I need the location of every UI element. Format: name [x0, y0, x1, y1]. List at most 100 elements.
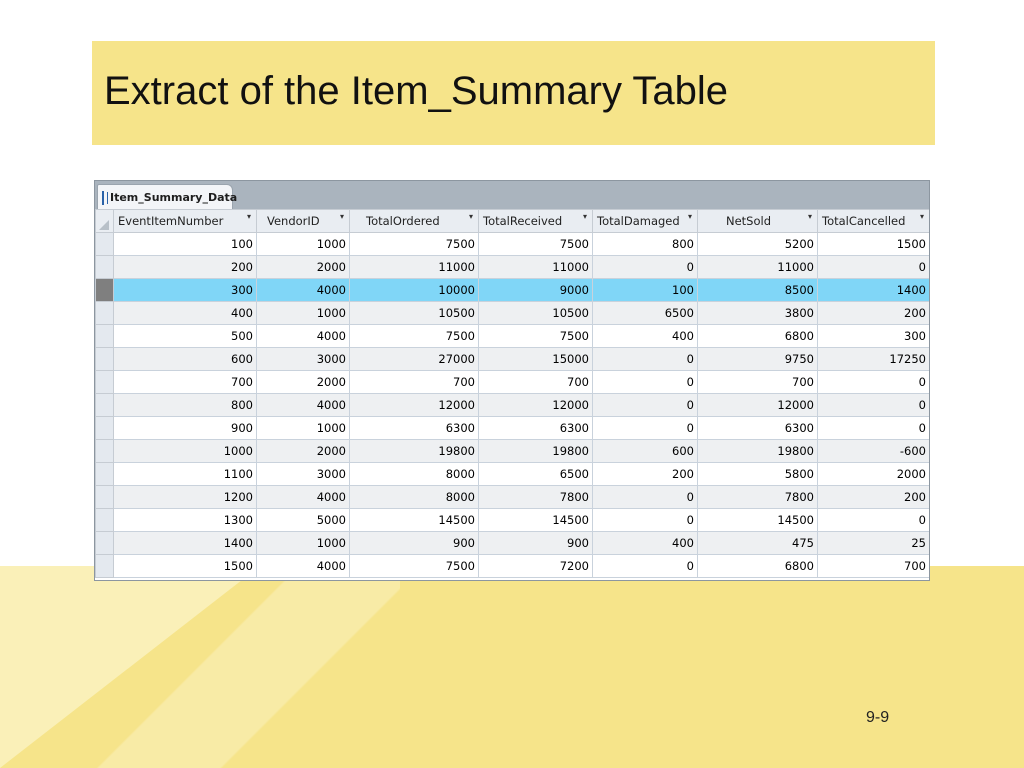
- table-cell[interactable]: 17250: [817, 347, 929, 371]
- table-cell[interactable]: 700: [478, 370, 593, 394]
- column-header-totalreceived[interactable]: TotalReceived ▾: [478, 209, 593, 233]
- table-cell[interactable]: 6500: [478, 462, 593, 486]
- table-cell[interactable]: 475: [697, 531, 818, 555]
- table-cell[interactable]: 6800: [697, 554, 818, 578]
- table-cell[interactable]: 9750: [697, 347, 818, 371]
- table-cell[interactable]: 700: [697, 370, 818, 394]
- table-cell[interactable]: 0: [592, 416, 698, 440]
- table-cell[interactable]: 1500: [113, 554, 257, 578]
- table-cell[interactable]: 6300: [349, 416, 479, 440]
- table-cell[interactable]: 900: [349, 531, 479, 555]
- table-row[interactable]: 100 1000 7500 7500 800 5200 1500: [95, 232, 929, 256]
- table-cell[interactable]: 1400: [113, 531, 257, 555]
- table-cell[interactable]: 6800: [697, 324, 818, 348]
- table-cell[interactable]: 10500: [349, 301, 479, 325]
- sort-filter-arrow-icon[interactable]: ▾: [582, 212, 587, 221]
- table-cell[interactable]: 5000: [256, 508, 350, 532]
- row-selector[interactable]: [95, 462, 114, 486]
- table-row[interactable]: 1400 1000 900 900 400 475 25: [95, 531, 929, 555]
- row-selector[interactable]: [95, 554, 114, 578]
- sort-filter-arrow-icon[interactable]: ▾: [807, 212, 812, 221]
- column-header-totalcancelled[interactable]: TotalCancelled ▾: [817, 209, 929, 233]
- column-header-eventitemnumber[interactable]: EventItemNumber ▾: [113, 209, 257, 233]
- table-cell[interactable]: 600: [113, 347, 257, 371]
- table-cell[interactable]: 200: [592, 462, 698, 486]
- table-cell[interactable]: 400: [113, 301, 257, 325]
- table-cell[interactable]: 7800: [478, 485, 593, 509]
- table-cell[interactable]: 0: [817, 416, 929, 440]
- table-cell[interactable]: 19800: [349, 439, 479, 463]
- table-cell[interactable]: 1100: [113, 462, 257, 486]
- table-cell[interactable]: 800: [592, 232, 698, 256]
- table-cell[interactable]: 11000: [478, 255, 593, 279]
- table-cell[interactable]: 4000: [256, 485, 350, 509]
- table-cell[interactable]: 15000: [478, 347, 593, 371]
- column-header-totaldamaged[interactable]: TotalDamaged ▾: [592, 209, 698, 233]
- table-cell[interactable]: 800: [113, 393, 257, 417]
- table-cell[interactable]: 2000: [256, 439, 350, 463]
- table-cell[interactable]: 8500: [697, 278, 818, 302]
- table-row[interactable]: 900 1000 6300 6300 0 6300 0: [95, 416, 929, 440]
- table-cell[interactable]: 4000: [256, 278, 350, 302]
- table-cell[interactable]: 4000: [256, 554, 350, 578]
- table-row[interactable]: 1500 4000 7500 7200 0 6800 700: [95, 554, 929, 578]
- row-selector[interactable]: [95, 255, 114, 279]
- table-cell[interactable]: 27000: [349, 347, 479, 371]
- table-row[interactable]: 1300 5000 14500 14500 0 14500 0: [95, 508, 929, 532]
- table-cell[interactable]: 200: [817, 301, 929, 325]
- table-cell[interactable]: 700: [113, 370, 257, 394]
- table-cell[interactable]: 400: [592, 531, 698, 555]
- row-selector[interactable]: [95, 370, 114, 394]
- table-cell[interactable]: 1000: [256, 531, 350, 555]
- table-cell[interactable]: 1400: [817, 278, 929, 302]
- table-cell[interactable]: 12000: [349, 393, 479, 417]
- table-cell[interactable]: -600: [817, 439, 929, 463]
- table-cell[interactable]: 3000: [256, 347, 350, 371]
- table-row[interactable]: 500 4000 7500 7500 400 6800 300: [95, 324, 929, 348]
- sort-filter-arrow-icon[interactable]: ▾: [339, 212, 344, 221]
- table-cell[interactable]: 0: [592, 554, 698, 578]
- table-cell[interactable]: 11000: [697, 255, 818, 279]
- table-cell[interactable]: 0: [592, 255, 698, 279]
- table-cell[interactable]: 1200: [113, 485, 257, 509]
- table-cell[interactable]: 0: [817, 393, 929, 417]
- table-cell[interactable]: 3800: [697, 301, 818, 325]
- table-cell[interactable]: 14500: [349, 508, 479, 532]
- table-cell[interactable]: 7500: [349, 232, 479, 256]
- table-cell[interactable]: 1000: [113, 439, 257, 463]
- table-cell[interactable]: 1000: [256, 232, 350, 256]
- table-cell[interactable]: 8000: [349, 462, 479, 486]
- table-cell[interactable]: 14500: [478, 508, 593, 532]
- table-row[interactable]: 700 2000 700 700 0 700 0: [95, 370, 929, 394]
- row-selector[interactable]: [95, 439, 114, 463]
- row-selector[interactable]: [95, 416, 114, 440]
- column-header-totalordered[interactable]: TotalOrdered ▾: [349, 209, 479, 233]
- table-row[interactable]: 200 2000 11000 11000 0 11000 0: [95, 255, 929, 279]
- table-cell[interactable]: 0: [592, 393, 698, 417]
- table-cell[interactable]: 0: [592, 370, 698, 394]
- table-cell[interactable]: 7500: [478, 324, 593, 348]
- table-cell[interactable]: 700: [817, 554, 929, 578]
- table-cell[interactable]: 7200: [478, 554, 593, 578]
- table-cell[interactable]: 2000: [256, 255, 350, 279]
- table-cell[interactable]: 6500: [592, 301, 698, 325]
- table-cell[interactable]: 12000: [697, 393, 818, 417]
- table-cell[interactable]: 0: [592, 485, 698, 509]
- table-cell[interactable]: 0: [592, 347, 698, 371]
- table-cell[interactable]: 1500: [817, 232, 929, 256]
- table-row[interactable]: 1200 4000 8000 7800 0 7800 200: [95, 485, 929, 509]
- table-cell[interactable]: 11000: [349, 255, 479, 279]
- row-selector[interactable]: [95, 485, 114, 509]
- table-cell[interactable]: 600: [592, 439, 698, 463]
- table-cell[interactable]: 7500: [349, 554, 479, 578]
- table-row[interactable]: 800 4000 12000 12000 0 12000 0: [95, 393, 929, 417]
- table-cell[interactable]: 4000: [256, 324, 350, 348]
- table-cell[interactable]: 400: [592, 324, 698, 348]
- table-cell[interactable]: 9000: [478, 278, 593, 302]
- table-row[interactable]: 300 4000 10000 9000 100 8500 1400: [95, 278, 929, 302]
- table-cell[interactable]: 25: [817, 531, 929, 555]
- table-cell[interactable]: 900: [478, 531, 593, 555]
- table-cell[interactable]: 100: [592, 278, 698, 302]
- table-cell[interactable]: 12000: [478, 393, 593, 417]
- table-cell[interactable]: 300: [817, 324, 929, 348]
